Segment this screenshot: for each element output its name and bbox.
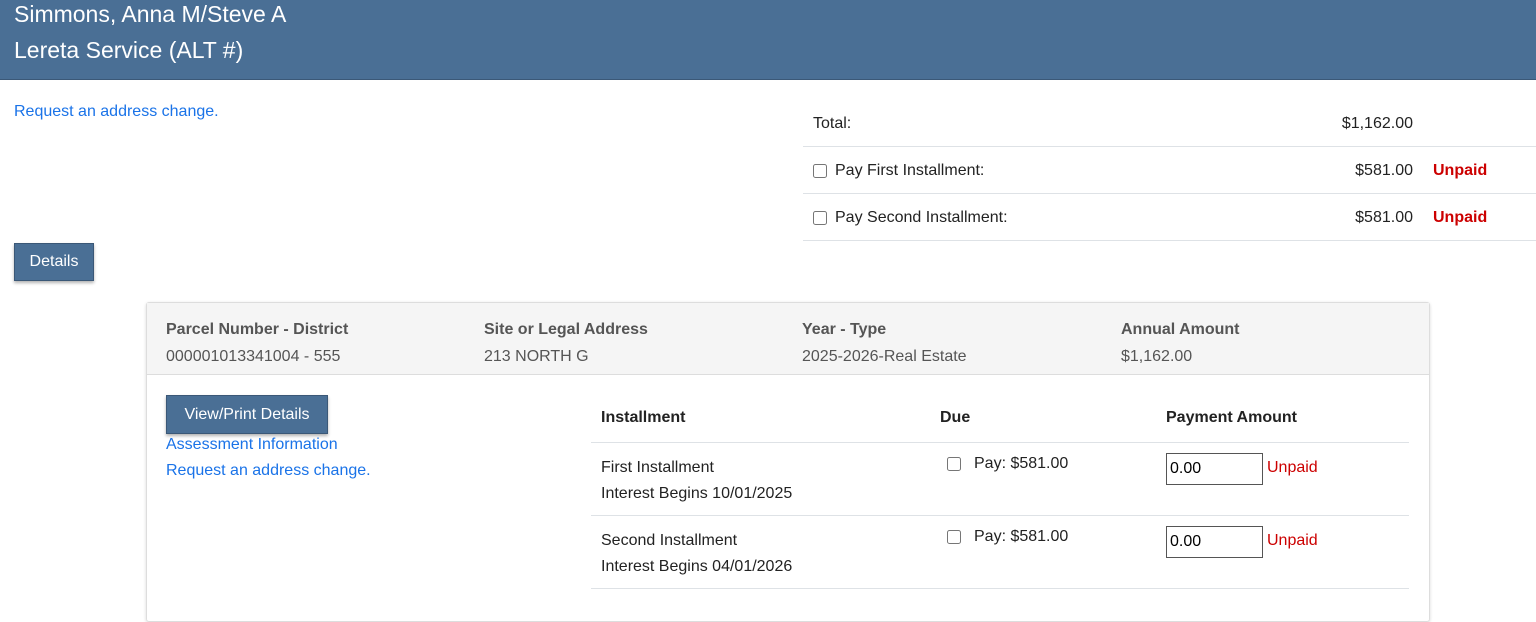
payment-amount-input[interactable] <box>1166 526 1263 558</box>
interest-date: Interest Begins 10/01/2025 <box>601 485 793 502</box>
pay-due[interactable]: Pay: $581.00 <box>947 455 1068 473</box>
due-amount: Pay: $581.00 <box>974 528 1069 545</box>
pay-checkbox[interactable] <box>947 457 961 471</box>
address-column: Site or Legal Address 213 NORTH G <box>484 316 648 370</box>
table-row: First Installment Interest Begins 10/01/2… <box>591 443 1409 516</box>
payment-summary: Total: $1,162.00 Pay First Installment: … <box>803 100 1536 241</box>
column-value: 213 NORTH G <box>484 348 589 365</box>
total-label: Total: <box>813 115 852 132</box>
column-value: $1,162.00 <box>1121 348 1193 365</box>
table-header: Installment Due Payment Amount <box>591 398 1409 443</box>
pay-first-checkbox[interactable] <box>813 164 827 178</box>
column-label: Site or Legal Address <box>484 321 648 338</box>
summary-row-first: Pay First Installment: $581.00 Unpaid <box>803 147 1536 194</box>
page-header: Simmons, Anna M/Steve A Lereta Service (… <box>0 0 1536 80</box>
status-badge: Unpaid <box>1433 162 1488 179</box>
pay-due[interactable]: Pay: $581.00 <box>947 528 1068 546</box>
column-label: Annual Amount <box>1121 321 1240 338</box>
interest-date: Interest Begins 04/01/2026 <box>601 558 793 575</box>
status-badge: Unpaid <box>1267 532 1318 549</box>
parcel-card: Parcel Number - District 000001013341004 … <box>146 302 1430 622</box>
installment-name: Second Installment <box>601 532 738 549</box>
parcel-header: Parcel Number - District 000001013341004 … <box>147 303 1429 375</box>
column-value: 2025-2026-Real Estate <box>802 348 967 365</box>
summary-row-second: Pay Second Installment: $581.00 Unpaid <box>803 194 1536 241</box>
total-amount: $1,162.00 <box>1341 115 1413 132</box>
column-label: Parcel Number - District <box>166 321 349 338</box>
parcel-number-column: Parcel Number - District 000001013341004 … <box>166 316 348 370</box>
second-amount: $581.00 <box>1355 209 1413 226</box>
request-address-change-link[interactable]: Request an address change. <box>166 462 371 479</box>
header-due: Due <box>940 409 971 426</box>
request-address-change-link[interactable]: Request an address change. <box>14 103 219 120</box>
installments-table: Installment Due Payment Amount First Ins… <box>591 398 1409 589</box>
pay-second-label: Pay Second Installment: <box>835 209 1008 226</box>
details-button[interactable]: Details <box>14 243 94 281</box>
column-label: Year - Type <box>802 321 887 338</box>
service-name: Lereta Service (ALT #) <box>14 37 244 63</box>
status-badge: Unpaid <box>1433 209 1488 226</box>
owner-name: Simmons, Anna M/Steve A <box>14 1 287 27</box>
view-print-details-button[interactable]: View/Print Details <box>166 395 328 434</box>
header-payment-amount: Payment Amount <box>1166 409 1297 426</box>
first-amount: $581.00 <box>1355 162 1413 179</box>
due-amount: Pay: $581.00 <box>974 455 1069 472</box>
pay-checkbox[interactable] <box>947 530 961 544</box>
pay-second-checkbox[interactable] <box>813 211 827 225</box>
pay-first-label: Pay First Installment: <box>835 162 985 179</box>
pay-second-installment[interactable]: Pay Second Installment: <box>813 209 1008 227</box>
annual-amount-column: Annual Amount $1,162.00 <box>1121 316 1240 370</box>
table-row: Second Installment Interest Begins 04/01/… <box>591 516 1409 589</box>
assessment-information-link[interactable]: Assessment Information <box>166 436 338 453</box>
installment-name: First Installment <box>601 459 714 476</box>
pay-first-installment[interactable]: Pay First Installment: <box>813 162 984 180</box>
year-type-column: Year - Type 2025-2026-Real Estate <box>802 316 967 370</box>
payment-amount-input[interactable] <box>1166 453 1263 485</box>
column-value: 000001013341004 - 555 <box>166 348 341 365</box>
header-installment: Installment <box>601 409 686 426</box>
status-badge: Unpaid <box>1267 459 1318 476</box>
total-row: Total: $1,162.00 <box>803 100 1536 147</box>
